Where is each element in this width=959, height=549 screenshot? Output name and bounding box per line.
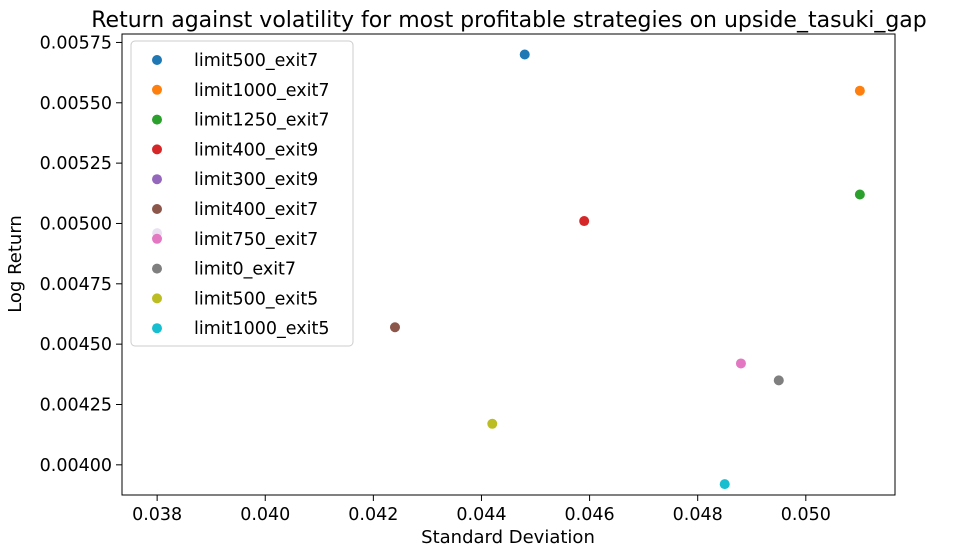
y-tick-label: 0.00550	[40, 94, 112, 114]
y-tick-label: 0.00500	[40, 214, 112, 234]
y-tick-label: 0.00400	[40, 456, 112, 476]
legend-label: limit750_exit7	[194, 230, 318, 250]
y-tick-label: 0.00475	[40, 275, 112, 295]
point-limit400-exit7	[389, 322, 400, 333]
legend-marker-limit1000-exit5	[152, 323, 162, 334]
x-tick-label: 0.044	[456, 505, 506, 525]
x-tick-label: 0.048	[673, 505, 723, 525]
legend-label: limit400_exit7	[194, 200, 318, 220]
legend-marker-limit300-exit9	[152, 174, 162, 185]
legend-label: limit1000_exit5	[194, 319, 329, 339]
chart-title: Return against volatility for most profi…	[91, 8, 927, 33]
point-limit750-exit7	[735, 358, 746, 369]
legend-label: limit1250_exit7	[194, 111, 329, 131]
legend-label: limit400_exit9	[194, 140, 318, 160]
legend-marker-limit0-exit7	[152, 263, 162, 274]
y-tick-label: 0.00525	[40, 154, 112, 174]
y-tick-label: 0.00575	[40, 33, 112, 53]
x-axis-label: Standard Deviation	[421, 527, 595, 548]
legend-marker-limit750-exit7	[152, 233, 162, 244]
legend-label: limit500_exit5	[194, 289, 318, 309]
legend-marker-limit1000-exit7	[152, 84, 162, 95]
data-points	[152, 49, 865, 490]
legend-label: limit0_exit7	[194, 260, 296, 280]
point-limit1000-exit5	[719, 479, 730, 490]
x-axis: 0.038 0.040 0.042 0.044 0.046 0.048 0.050	[132, 495, 831, 525]
point-limit0-exit7	[773, 375, 784, 386]
legend-marker-limit400-exit9	[152, 144, 162, 155]
legend-label: limit300_exit9	[194, 170, 318, 190]
legend-box	[130, 40, 354, 347]
y-tick-label: 0.00425	[40, 395, 112, 415]
legend-marker-limit1250-exit7	[152, 114, 162, 125]
x-tick-label: 0.038	[132, 505, 182, 525]
point-limit1000-exit7	[854, 85, 865, 96]
legend-marker-limit400-exit7	[152, 204, 162, 214]
legend: limit500_exit7 limit1000_exit7 limit1250_e…	[130, 40, 354, 347]
point-limit1250-exit7	[854, 189, 865, 200]
y-axis: 0.00400 0.00425 0.00450 0.00475 0.00500 0.005…	[40, 33, 122, 476]
x-tick-label: 0.042	[348, 505, 398, 525]
plot-area-frame	[121, 33, 896, 496]
legend-items: limit500_exit7 limit1000_exit7 limit1250_e…	[152, 51, 329, 339]
legend-label: limit500_exit7	[194, 51, 318, 71]
point-limit500-exit5	[487, 418, 498, 429]
legend-marker-limit500-exit5	[152, 293, 162, 304]
legend-marker-limit500-exit7	[152, 55, 162, 65]
point-limit400-exit9	[579, 216, 590, 227]
x-tick-label: 0.050	[781, 505, 831, 525]
y-axis-label: Log Return	[5, 215, 26, 313]
legend-label: limit1000_exit7	[194, 81, 329, 101]
point-limit500-exit7	[519, 49, 530, 60]
y-tick-label: 0.00450	[40, 335, 112, 355]
x-tick-label: 0.046	[565, 505, 615, 525]
x-tick-label: 0.040	[240, 505, 290, 525]
